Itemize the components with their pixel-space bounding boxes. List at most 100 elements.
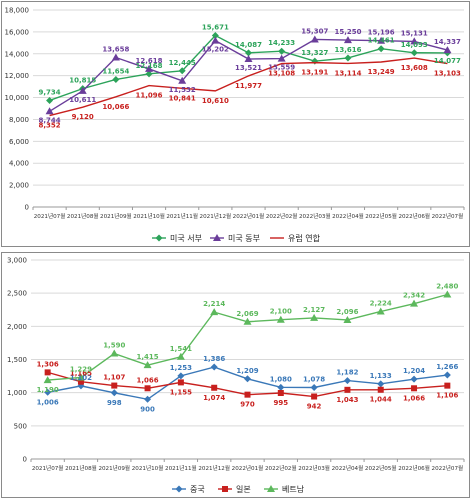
x-tick-label: 2021년09월 <box>98 464 130 472</box>
data-label: 1,074 <box>203 394 225 402</box>
y-tick-label: 18,000 <box>5 7 30 15</box>
data-point <box>343 377 351 385</box>
y-tick-label: 12,000 <box>5 72 30 80</box>
x-tick-label: 2021년08월 <box>65 464 97 472</box>
x-tick-label: 2021년09월 <box>100 212 132 220</box>
data-label: 11,096 <box>136 92 163 100</box>
data-label: 2,100 <box>270 308 292 316</box>
data-label: 10,841 <box>169 94 196 102</box>
y-tick-label: 2,000 <box>9 182 29 190</box>
x-tick-label: 2022년05월 <box>365 464 397 472</box>
data-point <box>376 307 385 315</box>
x-tick-label: 2022년02월 <box>266 212 298 220</box>
data-label: 13,608 <box>401 64 428 72</box>
data-point <box>377 380 385 388</box>
data-label: 1,590 <box>103 342 125 350</box>
series-3 <box>49 57 448 117</box>
x-tick-label: 2021년12월 <box>198 464 230 472</box>
data-label: 10,610 <box>202 97 229 105</box>
y-tick-label: 2,500 <box>7 290 27 298</box>
x-tick-label: 2022년03월 <box>299 212 331 220</box>
legend-item: 유럽 연합 <box>270 234 321 243</box>
data-point <box>277 389 284 396</box>
data-label: 1,044 <box>370 396 392 404</box>
data-point <box>76 373 85 381</box>
legend-marker <box>175 485 183 493</box>
data-label: 2,127 <box>303 306 325 314</box>
data-label: 14,087 <box>235 41 262 49</box>
data-point <box>211 31 219 39</box>
data-point <box>145 70 153 78</box>
data-label: 1,106 <box>436 392 458 400</box>
x-tick-label: 2022년01월 <box>233 212 265 220</box>
data-label: 970 <box>240 401 255 409</box>
legend-marker <box>222 486 228 492</box>
data-label: 14,093 <box>401 41 428 49</box>
data-label: 1,182 <box>336 369 358 377</box>
data-label: 13,191 <box>301 69 328 77</box>
data-point <box>344 54 352 62</box>
data-label: 2,342 <box>403 292 425 300</box>
data-point <box>344 386 351 393</box>
data-label: 1,415 <box>136 353 158 361</box>
series-2 <box>45 35 452 115</box>
data-point <box>276 315 285 323</box>
y-tick-label: 1,500 <box>7 356 27 364</box>
data-label: 12,618 <box>136 57 163 65</box>
x-tick-label: 2021년12월 <box>200 212 232 220</box>
data-label: 1,006 <box>37 398 59 406</box>
data-label: 15,131 <box>401 29 428 37</box>
data-point <box>244 391 251 398</box>
top-line-chart: 0 2,000 4,000 6,000 8,000 10,000 12,000 14,000 1… <box>5 7 465 243</box>
x-tick-label: 2021년08월 <box>67 212 99 220</box>
legend-label: 중국 <box>190 485 205 494</box>
data-point <box>343 315 352 323</box>
legend: 미국 서부 미국 동부 유럽 연합 <box>152 234 321 243</box>
data-label: 10,066 <box>102 103 129 111</box>
data-point <box>278 47 286 55</box>
x-tick-label: 2022년03월 <box>298 464 330 472</box>
data-point <box>45 107 54 115</box>
y-tick-label: 0 <box>23 456 27 464</box>
data-label: 10,611 <box>69 96 96 104</box>
data-label: 995 <box>273 399 288 407</box>
data-label: 900 <box>140 405 155 413</box>
data-point <box>78 86 87 94</box>
data-label: 12,445 <box>169 59 196 67</box>
bottom-chart-panel: 0 500 1,000 1,500 2,000 2,500 3,000 2021년07월 202… <box>1 252 470 498</box>
data-label: 11,654 <box>102 67 129 75</box>
data-label: 1,209 <box>236 367 258 375</box>
data-point <box>110 389 118 397</box>
x-tick-label: 2022년07월 <box>432 464 464 472</box>
x-tick-label: 2021년11월 <box>166 212 198 220</box>
data-label: 2,096 <box>336 308 358 316</box>
data-point <box>210 363 218 371</box>
y-tick-label: 10,000 <box>5 94 30 102</box>
data-label: 998 <box>107 399 122 407</box>
legend-item: 일본 <box>218 485 251 494</box>
data-point <box>311 393 318 400</box>
data-point <box>177 379 184 386</box>
y-tick-label: 8,000 <box>9 116 29 124</box>
data-label: 1,102 <box>70 374 92 382</box>
data-label: 13,108 <box>268 70 295 78</box>
data-point <box>243 317 252 325</box>
y-tick-label: 2,000 <box>7 323 27 331</box>
series-3 <box>43 290 452 384</box>
data-point <box>410 49 418 57</box>
data-point <box>210 308 219 316</box>
y-tick-label: 16,000 <box>5 28 30 36</box>
data-label: 13,114 <box>334 69 361 77</box>
data-label: 1,066 <box>403 394 425 402</box>
data-label: 8,744 <box>38 116 60 124</box>
legend-marker <box>267 485 275 492</box>
data-label: 11,532 <box>169 86 196 94</box>
data-label: 1,107 <box>103 374 125 382</box>
data-point <box>46 96 54 104</box>
data-label: 1,066 <box>136 376 158 384</box>
series-2 <box>44 369 451 400</box>
legend-label: 미국 동부 <box>228 234 260 243</box>
data-point <box>43 376 52 384</box>
data-label: 12,168 <box>136 62 163 70</box>
